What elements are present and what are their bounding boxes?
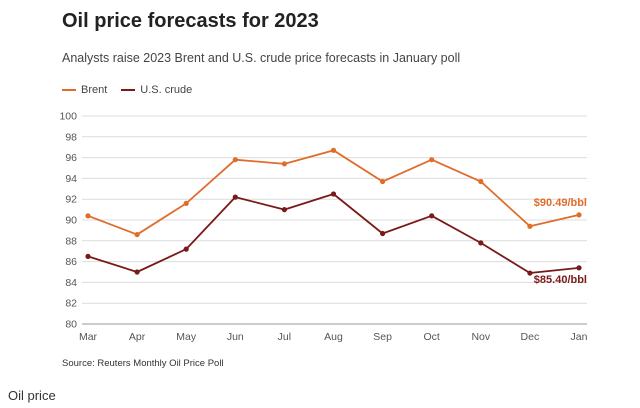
y-tick-label-88: 88 xyxy=(65,235,77,247)
x-tick-label-oct: Oct xyxy=(424,331,440,343)
legend-item-us-crude: U.S. crude xyxy=(121,84,192,96)
x-tick-label-aug: Aug xyxy=(324,331,343,343)
data-point-u-s-crude-dec xyxy=(527,270,533,276)
legend: Brent U.S. crude xyxy=(62,84,206,96)
data-point-brent-jun xyxy=(232,157,238,163)
x-tick-label-jun: Jun xyxy=(227,331,244,343)
data-point-brent-nov xyxy=(478,178,484,185)
y-tick-label-84: 84 xyxy=(65,277,77,289)
data-point-u-s-crude-apr xyxy=(134,269,140,275)
end-label-brent: $90.49/bbl xyxy=(534,197,587,209)
x-tick-label-may: May xyxy=(176,331,197,343)
y-tick-label-92: 92 xyxy=(65,194,77,206)
data-point-brent-dec xyxy=(527,223,533,229)
legend-swatch-brent xyxy=(62,89,76,91)
legend-label-us-crude: U.S. crude xyxy=(140,84,193,96)
x-tick-label-sep: Sep xyxy=(373,331,392,343)
data-point-brent-jul xyxy=(281,161,287,167)
y-tick-label-80: 80 xyxy=(65,319,77,331)
y-tick-label-86: 86 xyxy=(65,256,77,268)
y-tick-label-96: 96 xyxy=(65,152,77,164)
end-label-u-s-crude: $85.40/bbl xyxy=(534,274,587,286)
y-tick-label-82: 82 xyxy=(65,298,77,310)
data-point-u-s-crude-jun xyxy=(232,194,238,200)
x-tick-label-jan: Jan xyxy=(571,331,588,343)
data-point-u-s-crude-oct xyxy=(429,213,435,219)
x-tick-label-nov: Nov xyxy=(471,331,490,343)
data-point-brent-sep xyxy=(380,178,386,185)
data-point-u-s-crude-aug xyxy=(330,191,337,197)
data-point-brent-may xyxy=(183,200,189,206)
x-tick-label-apr: Apr xyxy=(129,331,146,343)
x-tick-label-jul: Jul xyxy=(278,331,291,343)
y-tick-label-100: 100 xyxy=(59,111,77,123)
data-point-u-s-crude-jul xyxy=(281,207,287,213)
data-point-u-s-crude-jan xyxy=(576,265,582,271)
legend-label-brent: Brent xyxy=(81,84,108,96)
image-caption: Oil price xyxy=(8,388,56,403)
legend-item-brent: Brent xyxy=(62,84,107,96)
chart-source: Source: Reuters Monthly Oil Price Poll xyxy=(62,358,224,369)
legend-swatch-us-crude xyxy=(121,89,136,91)
x-tick-label-mar: Mar xyxy=(79,331,98,343)
x-tick-label-dec: Dec xyxy=(521,331,540,343)
y-tick-label-90: 90 xyxy=(65,215,77,227)
data-point-brent-jan xyxy=(576,212,582,218)
data-point-brent-mar xyxy=(85,213,91,219)
data-point-brent-apr xyxy=(134,231,140,238)
y-tick-label-94: 94 xyxy=(65,173,77,185)
data-point-u-s-crude-mar xyxy=(85,253,91,259)
chart-subtitle: Analysts raise 2023 Brent and U.S. crude… xyxy=(62,51,461,65)
data-point-u-s-crude-sep xyxy=(380,230,386,237)
data-point-brent-oct xyxy=(429,157,435,163)
data-point-u-s-crude-nov xyxy=(478,240,484,246)
data-point-brent-aug xyxy=(330,147,337,153)
data-point-u-s-crude-may xyxy=(183,246,189,252)
y-tick-label-98: 98 xyxy=(65,131,77,143)
chart-title: Oil price forecasts for 2023 xyxy=(62,10,319,32)
